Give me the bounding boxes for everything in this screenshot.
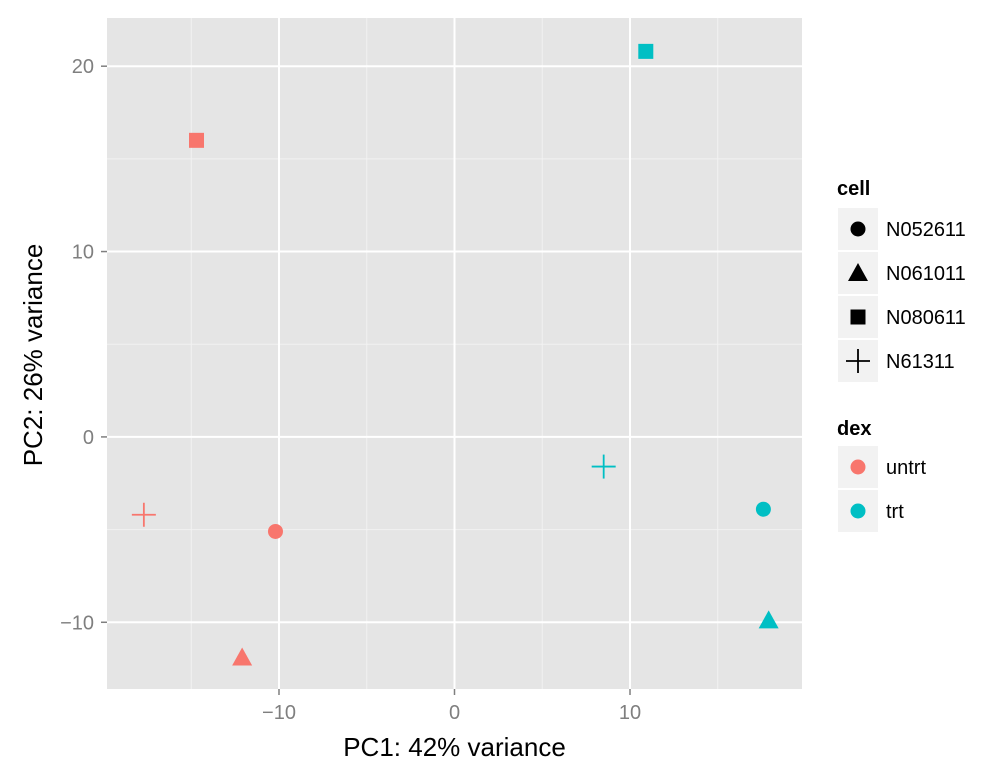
data-point-N61311-untrt [131, 502, 156, 527]
y-tick-label: 0 [83, 427, 94, 449]
legend-symbol-N061011 [848, 263, 868, 281]
legend-title-dex: dex [837, 418, 871, 440]
legend-symbol-N052611 [850, 221, 866, 237]
data-point-N061011-trt [758, 610, 779, 629]
legend-symbol-untrt [850, 459, 866, 475]
data-points [131, 43, 779, 666]
legend-label-N061011: N061011 [886, 263, 966, 285]
y-tick-label: −10 [60, 612, 94, 634]
legend-title-cell: cell [837, 178, 870, 200]
legend-label-untrt: untrt [886, 457, 926, 479]
legend-symbol-N61311 [846, 349, 870, 373]
data-point-N61311-trt [591, 454, 616, 479]
data-point-N052611-untrt [267, 523, 283, 539]
data-point-N052611-trt [755, 501, 771, 517]
axis-ticks: −10 0 10 −10 0 10 20 [60, 56, 641, 724]
legend: cell dex N052611 N061011 N080611 N61311 untr… [837, 178, 966, 532]
data-point-N080611-trt [638, 43, 654, 59]
data-point-N061011-untrt [232, 647, 253, 666]
major-gridlines [107, 18, 802, 689]
legend-symbol-trt [850, 503, 866, 519]
y-axis-title: PC2: 26% variance [18, 244, 48, 467]
legend-label-N052611: N052611 [886, 219, 966, 241]
legend-symbol-N080611 [850, 309, 866, 325]
x-tick-label: 10 [619, 702, 641, 724]
x-tick-label: −10 [262, 702, 296, 724]
x-tick-label: 0 [449, 702, 460, 724]
legend-label-N61311: N61311 [886, 351, 955, 373]
y-tick-label: 10 [72, 242, 94, 264]
x-axis-title: PC1: 42% variance [343, 732, 566, 762]
legend-label-N080611: N080611 [886, 307, 966, 329]
data-point-N080611-untrt [189, 132, 205, 148]
y-tick-label: 20 [72, 56, 94, 78]
legend-label-trt: trt [886, 501, 904, 523]
